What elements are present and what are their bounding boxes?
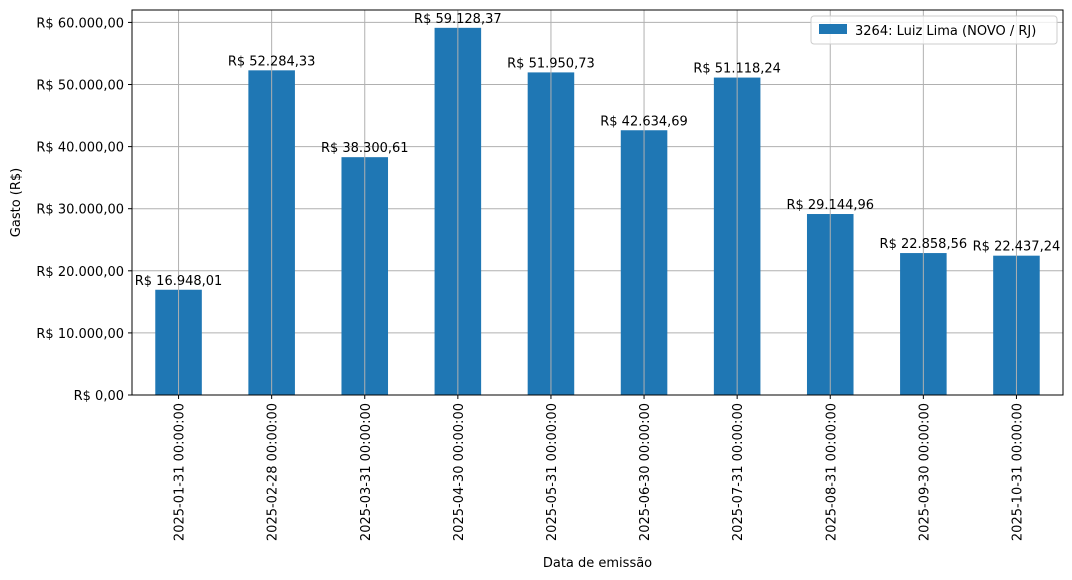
y-tick-label: R$ 40.000,00 [36,141,124,156]
y-tick-label: R$ 10.000,00 [36,327,124,342]
bar-data-label: R$ 38.300,61 [321,141,409,156]
legend-label: 3264: Luiz Lima (NOVO / RJ) [855,24,1036,39]
bar-data-labels: R$ 16.948,01 R$ 52.284,33 R$ 38.300,61 R$ 5… [135,12,1061,289]
y-axis-label: Gasto (R$) [9,168,24,237]
x-axis-ticks: 2025-01-31 00:00:00 2025-02-28 00:00:00 20… [173,395,1025,541]
y-axis-ticks: R$ 0,00 R$ 10.000,00 R$ 20.000,00 R$ 30.000… [36,16,132,404]
y-tick-label: R$ 0,00 [74,389,124,404]
x-tick-label: 2025-03-31 00:00:00 [359,403,374,541]
bar-data-label: R$ 51.118,24 [693,62,781,77]
y-tick-label: R$ 60.000,00 [36,16,124,31]
bar-data-label: R$ 16.948,01 [135,274,223,289]
x-tick-label: 2025-08-31 00:00:00 [824,403,839,541]
legend-swatch [819,24,847,34]
plot-frame [131,9,1064,396]
x-tick-label: 2025-06-30 00:00:00 [638,403,653,541]
bar-data-label: R$ 22.858,56 [880,237,968,252]
legend-box [810,15,1058,45]
bar-data-label: R$ 51.950,73 [507,56,595,71]
bar-data-label: R$ 22.437,24 [973,240,1061,255]
bar-data-label: R$ 29.144,96 [786,198,874,213]
x-axis-label: Data de emissão [543,556,652,571]
x-tick-label: 2025-02-28 00:00:00 [266,403,281,541]
y-tick-label: R$ 30.000,00 [36,203,124,218]
bars [155,27,1040,396]
x-tick-label: 2025-04-30 00:00:00 [452,403,467,541]
vertical-grid-lines [178,10,1017,395]
legend: 3264: Luiz Lima (NOVO / RJ) [810,15,1058,45]
x-tick-label: 2025-05-31 00:00:00 [545,403,560,541]
y-tick-label: R$ 50.000,00 [36,79,124,94]
x-tick-label: 2025-07-31 00:00:00 [731,403,746,541]
bar-data-label: R$ 59.128,37 [414,12,502,27]
x-tick-label: 2025-01-31 00:00:00 [173,403,188,541]
bar-data-label: R$ 42.634,69 [600,114,688,129]
x-tick-label: 2025-10-31 00:00:00 [1010,403,1025,541]
y-tick-label: R$ 20.000,00 [36,265,124,280]
x-tick-label: 2025-09-30 00:00:00 [917,403,932,541]
bar-data-label: R$ 52.284,33 [228,54,316,69]
